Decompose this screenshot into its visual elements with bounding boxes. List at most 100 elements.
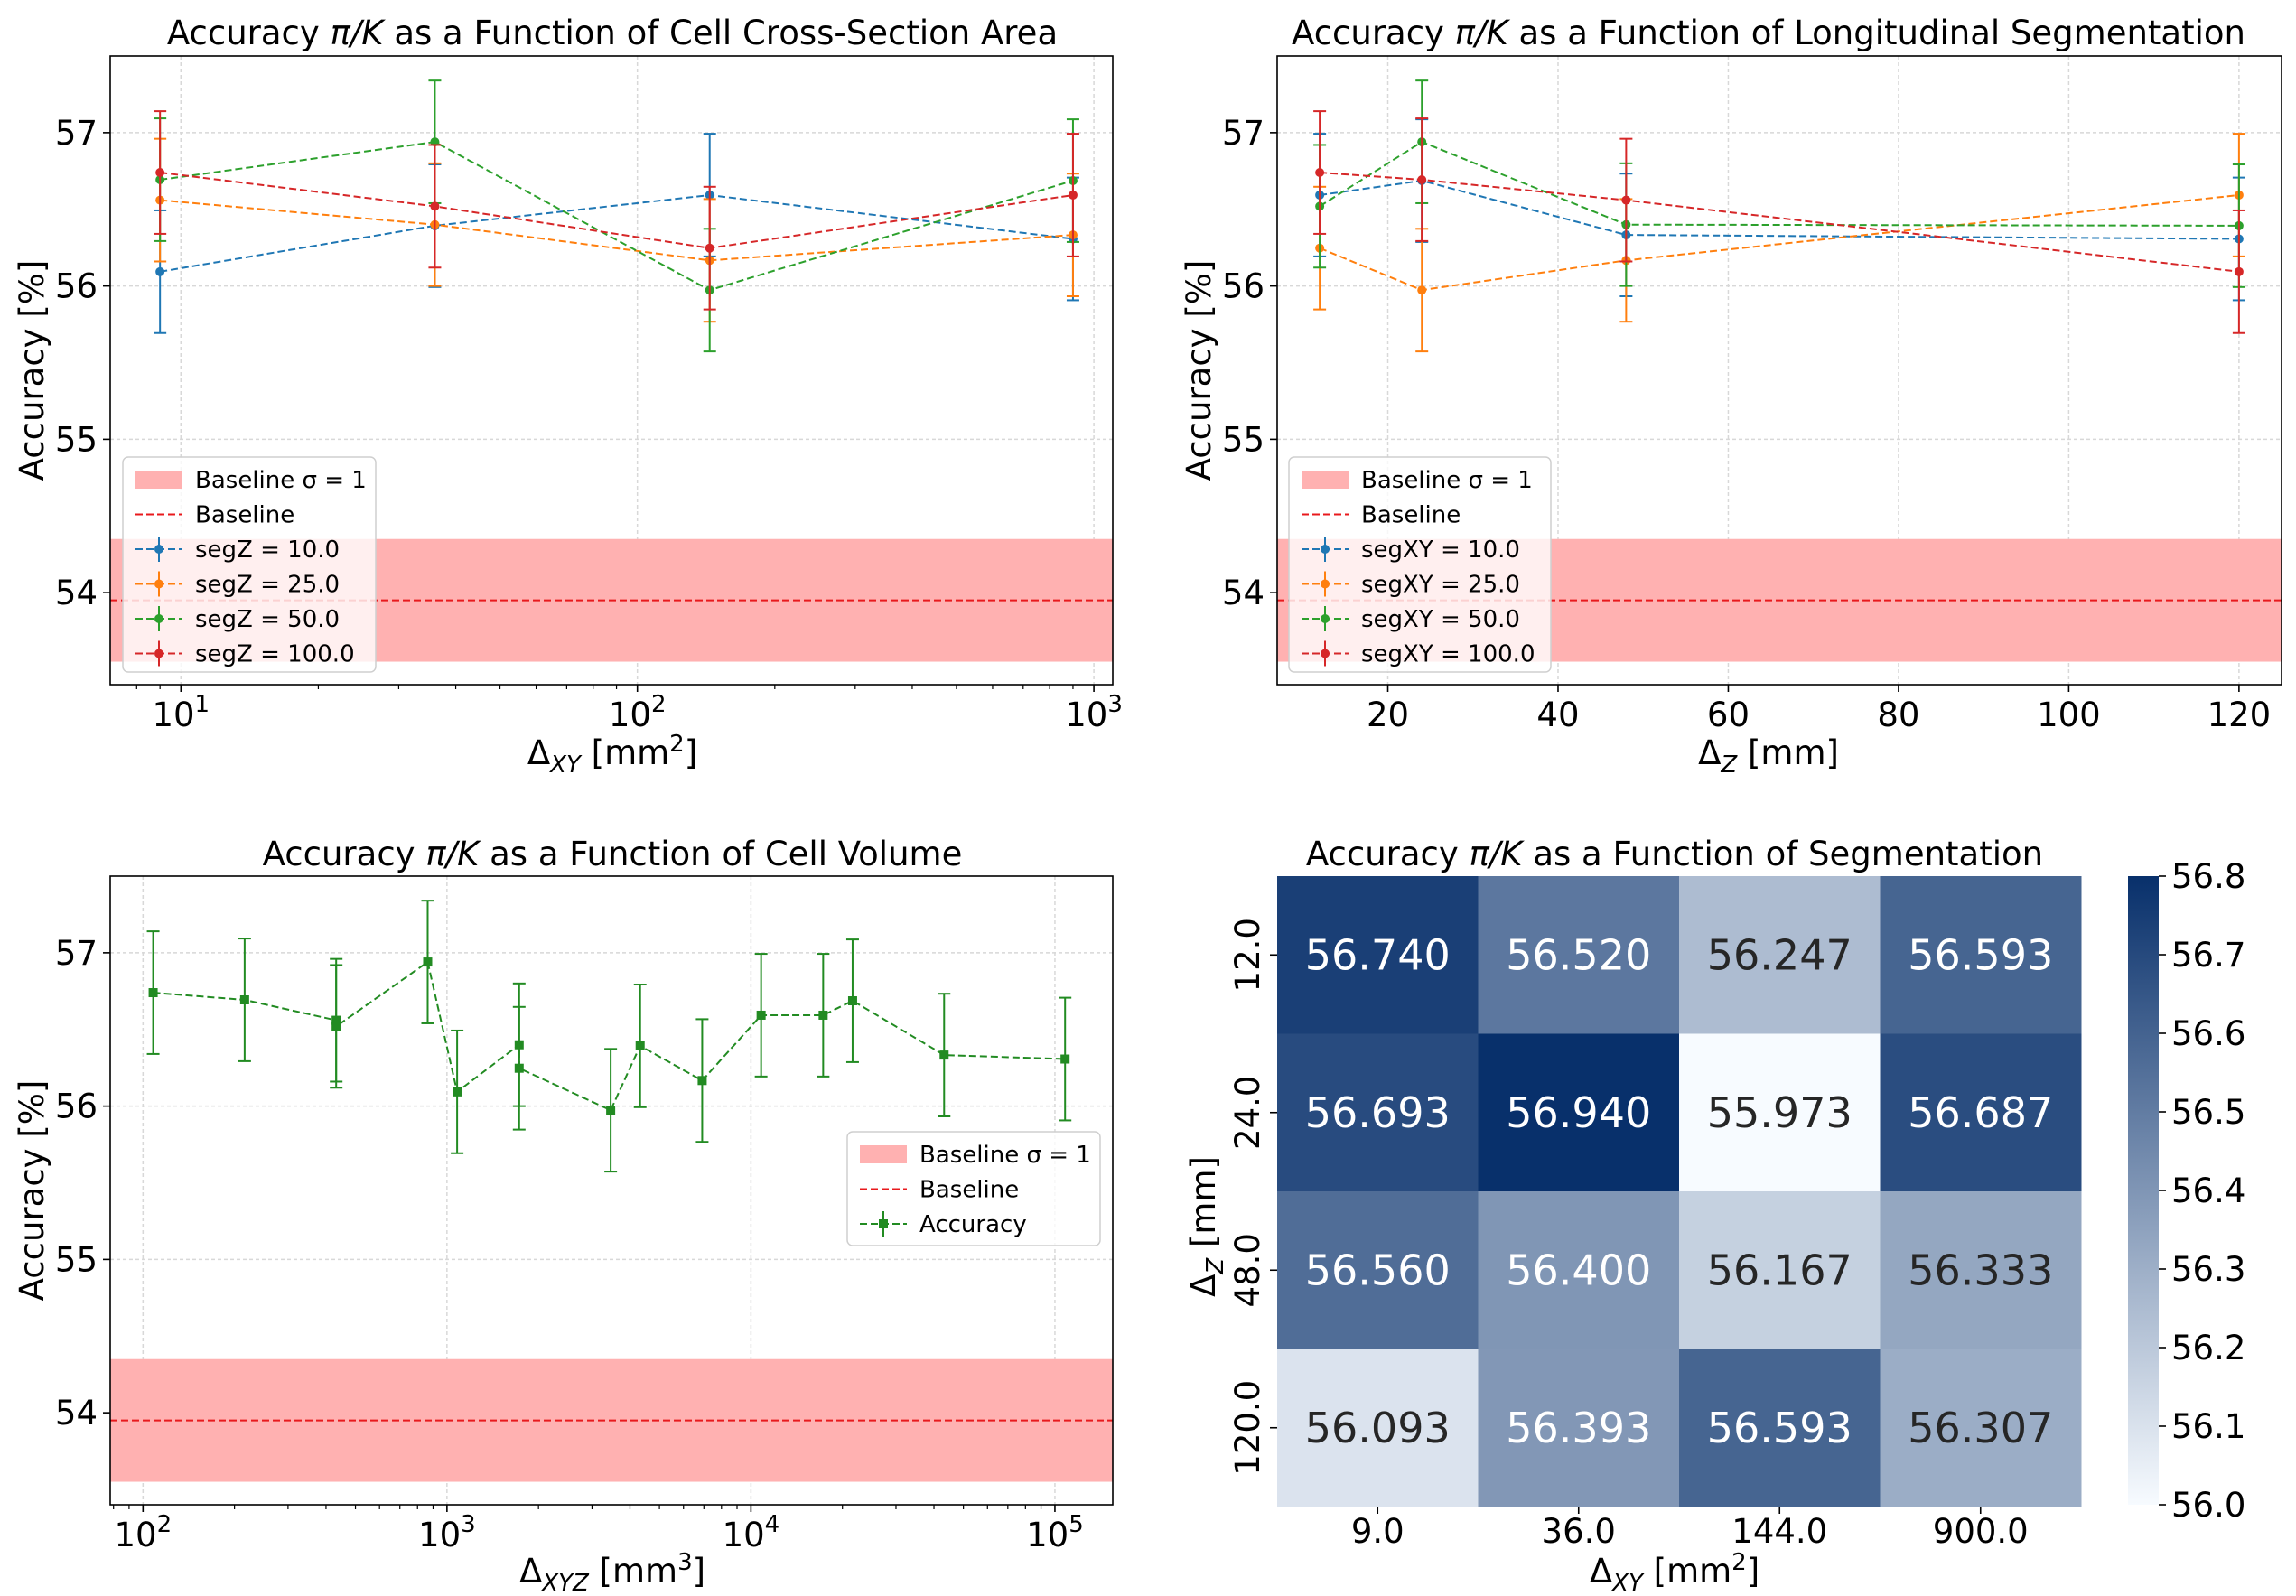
y-tick-label: 120.0	[1228, 1380, 1267, 1476]
tick-exponent: 3	[461, 1511, 476, 1538]
tick-text: 20	[1367, 695, 1409, 734]
series-line	[160, 172, 1074, 249]
heatmap-cell	[1880, 1191, 2082, 1349]
heatmap-cell-value: 56.593	[1707, 1404, 1853, 1452]
legend-label: segZ = 50.0	[195, 606, 340, 633]
tick-base: 10	[114, 1516, 156, 1554]
title-symbol: π/K	[1470, 835, 1526, 873]
x-tick-label: 20	[1367, 695, 1409, 734]
xlabel-subscript: XY	[1610, 1570, 1645, 1596]
y-axis-label: Accuracy [%]	[13, 1080, 51, 1302]
colorbar-tick-label: 56.7	[2171, 936, 2245, 975]
series-line	[1319, 140, 2239, 227]
x-tick-label: 60	[1707, 695, 1750, 734]
heatmap-cell	[1277, 876, 1479, 1034]
legend-swatch-marker	[1321, 579, 1330, 589]
legend-swatch-band	[135, 471, 182, 489]
data-point	[1060, 1054, 1070, 1064]
data-point	[1417, 285, 1427, 295]
x-tick-label: 36.0	[1542, 1512, 1616, 1551]
legend: Baseline σ = 1 Baseline Accuracy	[846, 1131, 1101, 1246]
xlabel-subscript: XY	[548, 751, 583, 779]
y-tick-label: 57	[55, 114, 98, 153]
data-point	[2234, 266, 2244, 276]
y-tick-label: 48.0	[1228, 1233, 1267, 1307]
data-point	[1068, 190, 1078, 200]
chart-title: Accuracy π/K as a Function of Cell Volum…	[263, 835, 963, 873]
legend-label: Baseline	[919, 1177, 1019, 1204]
data-point	[818, 1010, 828, 1020]
legend-label: segXY = 25.0	[1361, 572, 1520, 599]
plot-frame	[109, 55, 1114, 686]
title-symbol: π/K	[1455, 14, 1511, 52]
series-line	[160, 141, 1074, 292]
legend-frame	[1288, 456, 1552, 673]
tick-exponent: 1	[195, 691, 210, 718]
tick-exponent: 2	[651, 691, 667, 718]
legend-frame	[846, 1131, 1101, 1246]
series-3	[1313, 79, 2245, 288]
heatmap-cell	[1478, 1349, 1680, 1507]
series-2	[1313, 133, 2245, 353]
ylabel-symbol: Δ	[1184, 1274, 1223, 1297]
heatmap-cell	[1277, 1349, 1479, 1507]
data-point	[514, 1063, 524, 1073]
title-text: Accuracy	[1292, 14, 1455, 52]
tick-exponent: 3	[1107, 691, 1123, 718]
tick-base: 10	[418, 1516, 461, 1554]
series-line	[160, 199, 1074, 262]
plot-frame	[1276, 55, 2282, 686]
colorbar-tick-label: 56.6	[2171, 1014, 2245, 1053]
xlabel-subscript: XYZ	[540, 1570, 590, 1596]
legend-swatch-marker	[154, 579, 163, 589]
xlabel-symbol: Δ	[1698, 733, 1721, 772]
legend-swatch-marker	[154, 614, 163, 623]
x-tick-label: 104	[723, 1511, 780, 1554]
title-text: as a Function of Cell Volume	[479, 835, 962, 873]
legend-swatch-band	[860, 1145, 907, 1163]
xlabel-end: ]	[685, 733, 697, 772]
colorbar-tick-label: 56.0	[2171, 1486, 2245, 1525]
heatmap-cell	[1880, 876, 2082, 1034]
heatmap-cell-value: 56.940	[1506, 1088, 1651, 1137]
legend-swatch-marker	[1321, 545, 1330, 554]
heatmap-cell	[1478, 1191, 1680, 1349]
series-1	[146, 900, 1072, 1173]
ylabel-subscript: Z	[1202, 1257, 1229, 1275]
heatmap-panel: 56.740 56.520 56.247 56.593 56.693 56.940 55.9…	[1228, 876, 2082, 1551]
ylabel-unit: [mm]	[1184, 1156, 1223, 1258]
x-tick-label: 80	[1877, 695, 1919, 734]
heatmap-cell-value: 56.093	[1305, 1404, 1451, 1452]
heatmap-cell-value: 56.247	[1707, 930, 1853, 979]
y-tick-label: 55	[55, 420, 98, 459]
colorbar-tick-label: 56.8	[2171, 857, 2245, 896]
x-tick-label: 120	[2207, 695, 2272, 734]
series-line	[153, 960, 1066, 1112]
xlabel-symbol: Δ	[519, 1552, 542, 1591]
x-tick-label: 144.0	[1731, 1512, 1827, 1551]
tick-base: 10	[723, 1516, 765, 1554]
data-point	[1315, 168, 1325, 178]
legend-swatch-marker	[154, 545, 163, 554]
title-text: as a Function of Segmentation	[1523, 835, 2044, 873]
data-point	[606, 1106, 616, 1115]
y-tick-label: 57	[1222, 114, 1265, 153]
data-point	[756, 1010, 766, 1020]
heatmap-cell	[1679, 1033, 1881, 1192]
data-point	[1417, 174, 1427, 184]
data-point	[1621, 195, 1631, 205]
series-3	[154, 79, 1079, 353]
tick-base: 10	[152, 695, 194, 734]
series-1	[1313, 118, 2245, 302]
data-point	[155, 168, 165, 178]
y-tick-label: 56	[55, 1087, 98, 1126]
tick-text: 60	[1707, 695, 1750, 734]
data-point	[705, 243, 714, 253]
xlabel-superscript: 3	[677, 1549, 693, 1576]
xlabel-symbol: Δ	[527, 733, 550, 772]
legend-label: Baseline σ = 1	[195, 467, 367, 494]
heatmap-cell-value: 56.333	[1908, 1246, 2053, 1294]
x-axis-label: ΔZ [mm]	[1698, 733, 1839, 779]
